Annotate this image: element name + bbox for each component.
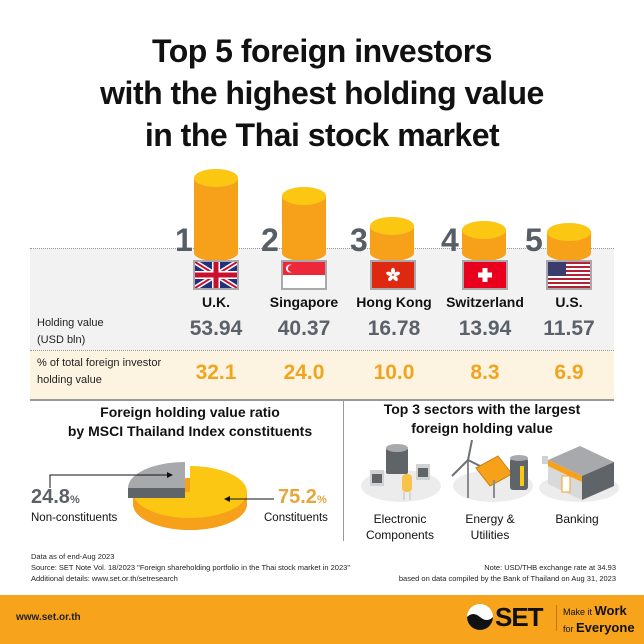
- cylinder-bar-singapore: [282, 187, 326, 261]
- set-tagline: Make it Work for Everyone: [563, 603, 635, 635]
- rank-number: 1: [175, 222, 193, 258]
- country-name: U.S.: [555, 294, 583, 310]
- title-line-3: in the Thai stock market: [144, 117, 500, 153]
- electronic-components-icon: [361, 444, 441, 502]
- infographic-title: Top 5 foreign investors with the highest…: [0, 30, 644, 156]
- country-name: Hong Kong: [356, 294, 432, 310]
- footer-website-link[interactable]: www.set.or.th: [16, 612, 81, 623]
- logo-separator: [556, 605, 557, 631]
- constituents-arrow: [224, 496, 274, 502]
- holding-value-label: Holding value (USD bln): [37, 317, 104, 346]
- constituents-pct: 75.2%: [278, 486, 327, 508]
- cylinder-bar-us: [547, 223, 591, 261]
- pct-row-background: [30, 350, 614, 399]
- non-constituents-pct: 24.8%: [31, 486, 80, 508]
- constituents-label: Constituents: [264, 512, 328, 524]
- pct-value: 6.9: [554, 361, 584, 384]
- rank-number: 5: [525, 222, 543, 258]
- us-flag-icon: [546, 260, 592, 290]
- non-constituents-arrow: [49, 472, 173, 488]
- pct-value: 8.3: [470, 361, 500, 384]
- country-name: Singapore: [269, 294, 339, 310]
- pie-chart: [128, 462, 247, 530]
- pct-value: 10.0: [373, 361, 415, 384]
- holding-value: 11.57: [543, 317, 595, 340]
- rank-number: 3: [350, 222, 368, 258]
- cylinder-bar-switzerland: [462, 221, 506, 261]
- sector-label-energy: Energy & Utilities: [465, 512, 515, 542]
- sectors-section-title: Top 3 sectors with the largest foreign h…: [383, 401, 581, 436]
- non-constituents-label: Non-constituents: [31, 512, 118, 524]
- holding-value: 13.94: [458, 317, 512, 340]
- energy-utilities-icon: [451, 440, 533, 502]
- holding-value: 40.37: [277, 317, 331, 340]
- footnotes-left: Data as of end-Aug 2023 Source: SET Note…: [31, 552, 350, 583]
- table-bottom-rule: [30, 399, 614, 401]
- uk-flag-icon: [193, 260, 239, 290]
- section-divider: [343, 401, 344, 541]
- pct-value: 24.0: [283, 361, 325, 384]
- table-mid-divider: [30, 350, 614, 351]
- bank-building-icon: [539, 446, 619, 502]
- sector-label-electronic: Electronic Components: [365, 512, 435, 542]
- pie-section-title: Foreign holding value ratio by MSCI Thai…: [67, 404, 313, 439]
- switzerland-flag-icon: [462, 260, 508, 290]
- pct-holding-label: % of total foreign investor holding valu…: [37, 357, 162, 386]
- cylinder-bar-uk: [194, 169, 238, 261]
- sector-label-banking: Banking: [555, 512, 599, 526]
- footer-bar: www.set.or.th SET Make it Work for Every…: [0, 595, 644, 644]
- footnotes-right: Note: USD/THB exchange rate at 34.93 bas…: [398, 563, 616, 583]
- hong-kong-flag-icon: [370, 260, 416, 290]
- holding-value: 16.78: [367, 317, 421, 340]
- holding-value: 53.94: [189, 317, 243, 340]
- set-logo-text: SET: [495, 602, 544, 632]
- title-line-2: with the highest holding value: [100, 75, 544, 111]
- set-logo-icon: [467, 604, 493, 630]
- title-line-1: Top 5 foreign investors: [152, 33, 492, 69]
- cylinder-bar-hong-kong: [370, 217, 414, 261]
- rank-number: 4: [441, 222, 459, 258]
- singapore-flag-icon: [281, 260, 327, 290]
- pct-value: 32.1: [195, 361, 237, 384]
- country-name: U.K.: [202, 294, 230, 310]
- country-name: Switzerland: [446, 294, 524, 310]
- rank-number: 2: [261, 222, 279, 258]
